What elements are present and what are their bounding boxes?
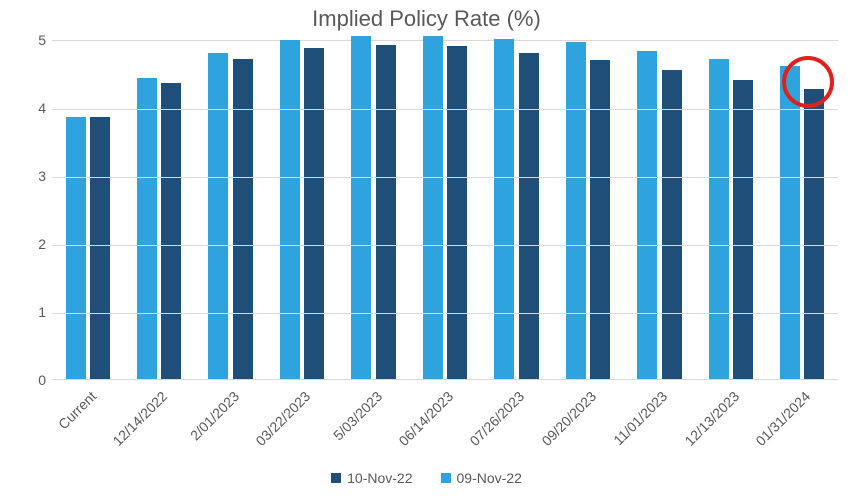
legend-swatch [441,473,451,483]
x-axis-label: 09/20/2023 [538,388,599,449]
legend-label: 09-Nov-22 [457,470,522,486]
legend-item: 09-Nov-22 [441,470,522,486]
x-axis-label: 11/01/2023 [611,388,671,448]
bar [90,117,110,379]
y-axis-label: 5 [24,32,46,48]
bar [161,83,181,379]
bar [709,59,729,379]
legend-item: 10-Nov-22 [331,470,412,486]
gridline [52,109,838,110]
bar [208,53,228,379]
x-axis-label: 03/22/2023 [253,388,314,449]
bar [304,48,324,379]
legend: 10-Nov-22 09-Nov-22 [0,470,853,486]
bar [376,45,396,379]
bar [494,39,514,379]
x-axis-label: Current [55,388,99,432]
bar [662,70,682,379]
bar [280,40,300,379]
y-axis-label: 4 [24,100,46,116]
bar [566,42,586,379]
bar [423,36,443,379]
y-axis-label: 3 [24,168,46,184]
bar [351,36,371,379]
plot-area [52,40,838,380]
bar [780,66,800,379]
bars-layer [52,41,838,379]
bar [804,89,824,379]
gridline [52,245,838,246]
bar [519,53,539,379]
bar [233,59,253,379]
bar [590,60,610,379]
bar [447,46,467,379]
legend-label: 10-Nov-22 [347,470,412,486]
bar [733,80,753,379]
x-axis-label: 2/01/2023 [187,388,242,443]
x-axis-label: 12/14/2022 [110,388,171,449]
y-axis-label: 1 [24,304,46,320]
gridline [52,177,838,178]
x-axis-label: 5/03/2023 [329,388,384,443]
y-axis-label: 2 [24,236,46,252]
bar [637,51,657,379]
y-axis-label: 0 [24,372,46,388]
bar [66,117,86,379]
x-axis-label: 12/13/2023 [681,388,742,449]
legend-swatch [331,473,341,483]
gridline [52,313,838,314]
x-axis-label: 07/26/2023 [467,388,528,449]
chart-container: Implied Policy Rate (%) 10-Nov-22 09-Nov-… [0,0,853,504]
x-axis-label: 01/31/2024 [753,388,814,449]
bar [137,78,157,379]
x-axis-label: 06/14/2023 [395,388,456,449]
chart-title: Implied Policy Rate (%) [0,6,853,32]
